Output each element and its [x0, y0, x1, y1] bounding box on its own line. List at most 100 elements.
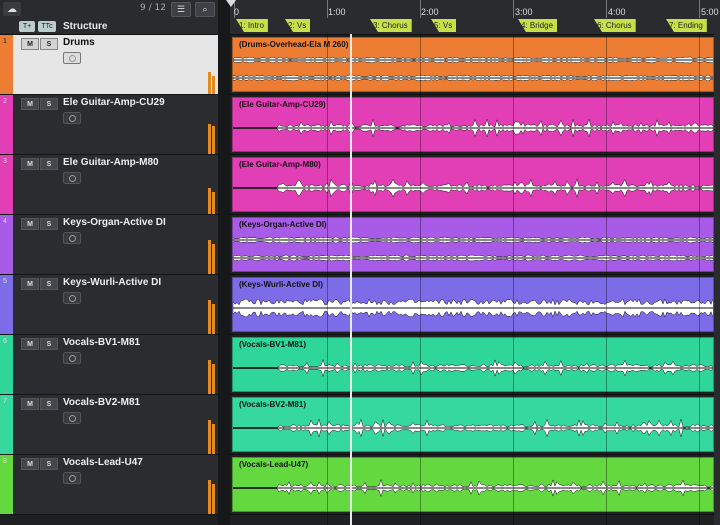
track-header[interactable]: 7 M S Vocals-BV2-M81 — [0, 395, 218, 455]
cloud-icon[interactable]: ☁ — [3, 2, 21, 16]
solo-button[interactable]: S — [40, 98, 58, 110]
level-meter — [208, 124, 211, 154]
level-meter — [212, 484, 215, 514]
vertical-scrollbar[interactable] — [714, 34, 720, 525]
mute-button[interactable]: M — [21, 278, 39, 290]
track-lane[interactable]: (Vocals-BV2-M81) — [230, 395, 714, 455]
mute-button[interactable]: M — [21, 38, 39, 50]
track-color-strip[interactable] — [0, 395, 13, 454]
record-enable-icon[interactable] — [63, 232, 81, 244]
track-filter-tag[interactable]: TTc — [38, 21, 56, 32]
track-name: Ele Guitar-Amp-CU29 — [63, 97, 165, 108]
record-enable-icon[interactable] — [63, 412, 81, 424]
record-enable-icon[interactable] — [63, 292, 81, 304]
track-header[interactable]: 2 M S Ele Guitar-Amp-CU29 — [0, 95, 218, 155]
ruler-tick: 4:00 — [608, 7, 626, 17]
audio-event[interactable]: (Ele Guitar-Amp-M80) — [232, 157, 714, 212]
track-color-strip[interactable] — [0, 215, 13, 274]
solo-button[interactable]: S — [40, 398, 58, 410]
track-color-strip[interactable] — [0, 335, 13, 394]
track-color-strip[interactable] — [0, 35, 13, 94]
solo-button[interactable]: S — [40, 338, 58, 350]
track-number: 5 — [3, 278, 7, 285]
solo-button[interactable]: S — [40, 158, 58, 170]
ruler-tick: 0 — [234, 7, 240, 17]
record-enable-icon[interactable] — [63, 112, 81, 124]
track-header[interactable]: 1 M S Drums — [0, 35, 218, 95]
marker-verse-2[interactable]: 5: Vs — [431, 19, 457, 32]
track-color-strip[interactable] — [0, 155, 13, 214]
audio-event[interactable]: (Vocals-Lead-U47) — [232, 457, 714, 512]
audio-event[interactable]: (Keys-Organ-Active DI) — [232, 217, 714, 272]
track-lane[interactable]: (Drums-Overhead-Ela M 260) — [230, 35, 714, 95]
level-meter — [208, 480, 211, 514]
ruler-tick: 5:00 — [701, 7, 719, 17]
mute-button[interactable]: M — [21, 338, 39, 350]
solo-button[interactable]: S — [40, 38, 58, 50]
mute-button[interactable]: M — [21, 458, 39, 470]
waveform — [233, 56, 713, 64]
track-header[interactable]: 3 M S Ele Guitar-Amp-M80 — [0, 155, 218, 215]
solo-button[interactable]: S — [40, 218, 58, 230]
timeline-ruler[interactable]: 0 1:00 2:00 3:00 4:00 5:00 1: Intro 2: V… — [230, 0, 720, 35]
ruler-tick: 1:00 — [328, 7, 346, 17]
track-header[interactable]: 4 M S Keys-Organ-Active DI — [0, 215, 218, 275]
mute-button[interactable]: M — [21, 398, 39, 410]
audio-event-name: (Keys-Organ-Active DI) — [239, 220, 327, 229]
audio-event[interactable]: (Vocals-BV2-M81) — [232, 397, 714, 452]
record-enable-icon[interactable] — [63, 172, 81, 184]
track-number: 8 — [3, 458, 7, 465]
track-lane[interactable]: (Ele Guitar-Amp-CU29) — [230, 95, 714, 155]
track-color-strip[interactable] — [0, 275, 13, 334]
audio-event[interactable]: (Vocals-BV1-M81) — [232, 337, 714, 392]
mute-button[interactable]: M — [21, 158, 39, 170]
solo-button[interactable]: S — [40, 278, 58, 290]
track-header[interactable]: 6 M S Vocals-BV1-M81 — [0, 335, 218, 395]
track-name: Vocals-BV1-M81 — [63, 337, 141, 348]
marker-chorus[interactable]: 3: Chorus — [370, 19, 412, 32]
track-lane[interactable]: (Vocals-Lead-U47) — [230, 455, 714, 515]
track-number: 7 — [3, 398, 7, 405]
mute-button[interactable]: M — [21, 218, 39, 230]
track-add-tag[interactable]: T+ — [19, 21, 35, 32]
audio-event[interactable]: (Drums-Overhead-Ela M 260) — [232, 37, 714, 92]
marker-chorus-2[interactable]: 6: Chorus — [594, 19, 636, 32]
waveform — [233, 236, 713, 244]
track-name: Vocals-BV2-M81 — [63, 397, 141, 408]
audio-event[interactable]: (Keys-Wurli-Active DI) — [232, 277, 714, 332]
marker-intro[interactable]: 1: Intro — [236, 19, 268, 32]
marker-ending[interactable]: 7: Ending — [666, 19, 707, 32]
track-list-header: ☁ 9 / 12 ☰ ⌕ T+ TTc Structure — [0, 0, 218, 35]
track-color-strip[interactable] — [0, 95, 13, 154]
track-header[interactable]: 8 M S Vocals-Lead-U47 — [0, 455, 218, 515]
track-lane[interactable]: (Vocals-BV1-M81) — [230, 335, 714, 395]
audio-event-name: (Vocals-BV1-M81) — [239, 340, 306, 349]
level-meter — [212, 244, 215, 274]
list-icon[interactable]: ☰ — [171, 2, 191, 17]
waveform — [233, 118, 713, 138]
mute-button[interactable]: M — [21, 98, 39, 110]
waveform — [233, 298, 713, 318]
record-enable-icon[interactable] — [63, 352, 81, 364]
search-icon[interactable]: ⌕ — [195, 2, 215, 17]
playhead-handle[interactable] — [226, 0, 236, 7]
track-lane[interactable]: (Keys-Organ-Active DI) — [230, 215, 714, 275]
audio-event[interactable]: (Ele Guitar-Amp-CU29) — [232, 97, 714, 152]
waveform — [233, 358, 713, 378]
marker-bridge[interactable]: 4: Bridge — [518, 19, 558, 32]
track-lane[interactable]: (Ele Guitar-Amp-M80) — [230, 155, 714, 215]
solo-button[interactable]: S — [40, 458, 58, 470]
track-color-strip[interactable] — [0, 455, 13, 514]
track-name: Drums — [63, 37, 95, 48]
divider[interactable] — [218, 0, 230, 525]
record-enable-icon[interactable] — [63, 472, 81, 484]
record-enable-icon[interactable] — [63, 52, 81, 64]
track-number: 4 — [3, 218, 7, 225]
track-header[interactable]: 5 M S Keys-Wurli-Active DI — [0, 275, 218, 335]
playhead-line — [350, 34, 352, 525]
waveform — [233, 478, 713, 498]
track-name: Keys-Organ-Active DI — [63, 217, 166, 228]
marker-verse[interactable]: 2: Vs — [285, 19, 311, 32]
track-lane[interactable]: (Keys-Wurli-Active DI) — [230, 275, 714, 335]
audio-event-name: (Ele Guitar-Amp-CU29) — [239, 100, 326, 109]
